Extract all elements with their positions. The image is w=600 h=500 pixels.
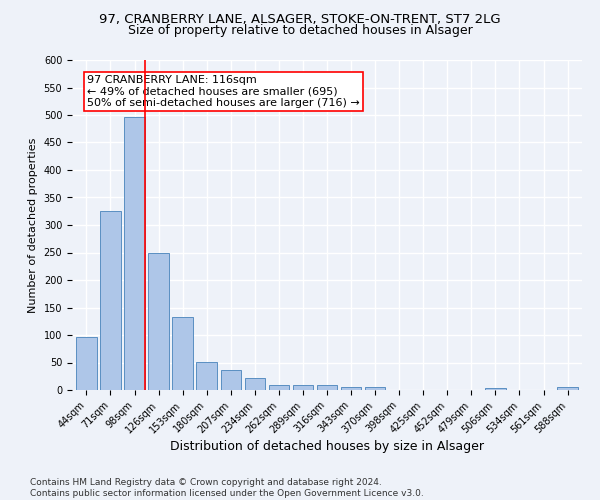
X-axis label: Distribution of detached houses by size in Alsager: Distribution of detached houses by size … bbox=[170, 440, 484, 453]
Bar bbox=[124, 117, 145, 390]
Bar bbox=[221, 370, 241, 390]
Bar bbox=[557, 386, 578, 390]
Text: 97, CRANBERRY LANE, ALSAGER, STOKE-ON-TRENT, ST7 2LG: 97, CRANBERRY LANE, ALSAGER, STOKE-ON-TR… bbox=[99, 12, 501, 26]
Bar bbox=[293, 384, 313, 390]
Bar bbox=[317, 384, 337, 390]
Bar bbox=[485, 388, 506, 390]
Bar bbox=[245, 378, 265, 390]
Bar bbox=[172, 317, 193, 390]
Text: Size of property relative to detached houses in Alsager: Size of property relative to detached ho… bbox=[128, 24, 472, 37]
Bar bbox=[269, 385, 289, 390]
Bar bbox=[365, 387, 385, 390]
Bar bbox=[100, 211, 121, 390]
Bar bbox=[76, 336, 97, 390]
Bar bbox=[148, 252, 169, 390]
Bar bbox=[341, 386, 361, 390]
Bar bbox=[196, 362, 217, 390]
Y-axis label: Number of detached properties: Number of detached properties bbox=[28, 138, 38, 312]
Text: Contains HM Land Registry data © Crown copyright and database right 2024.
Contai: Contains HM Land Registry data © Crown c… bbox=[30, 478, 424, 498]
Text: 97 CRANBERRY LANE: 116sqm
← 49% of detached houses are smaller (695)
50% of semi: 97 CRANBERRY LANE: 116sqm ← 49% of detac… bbox=[88, 75, 360, 108]
